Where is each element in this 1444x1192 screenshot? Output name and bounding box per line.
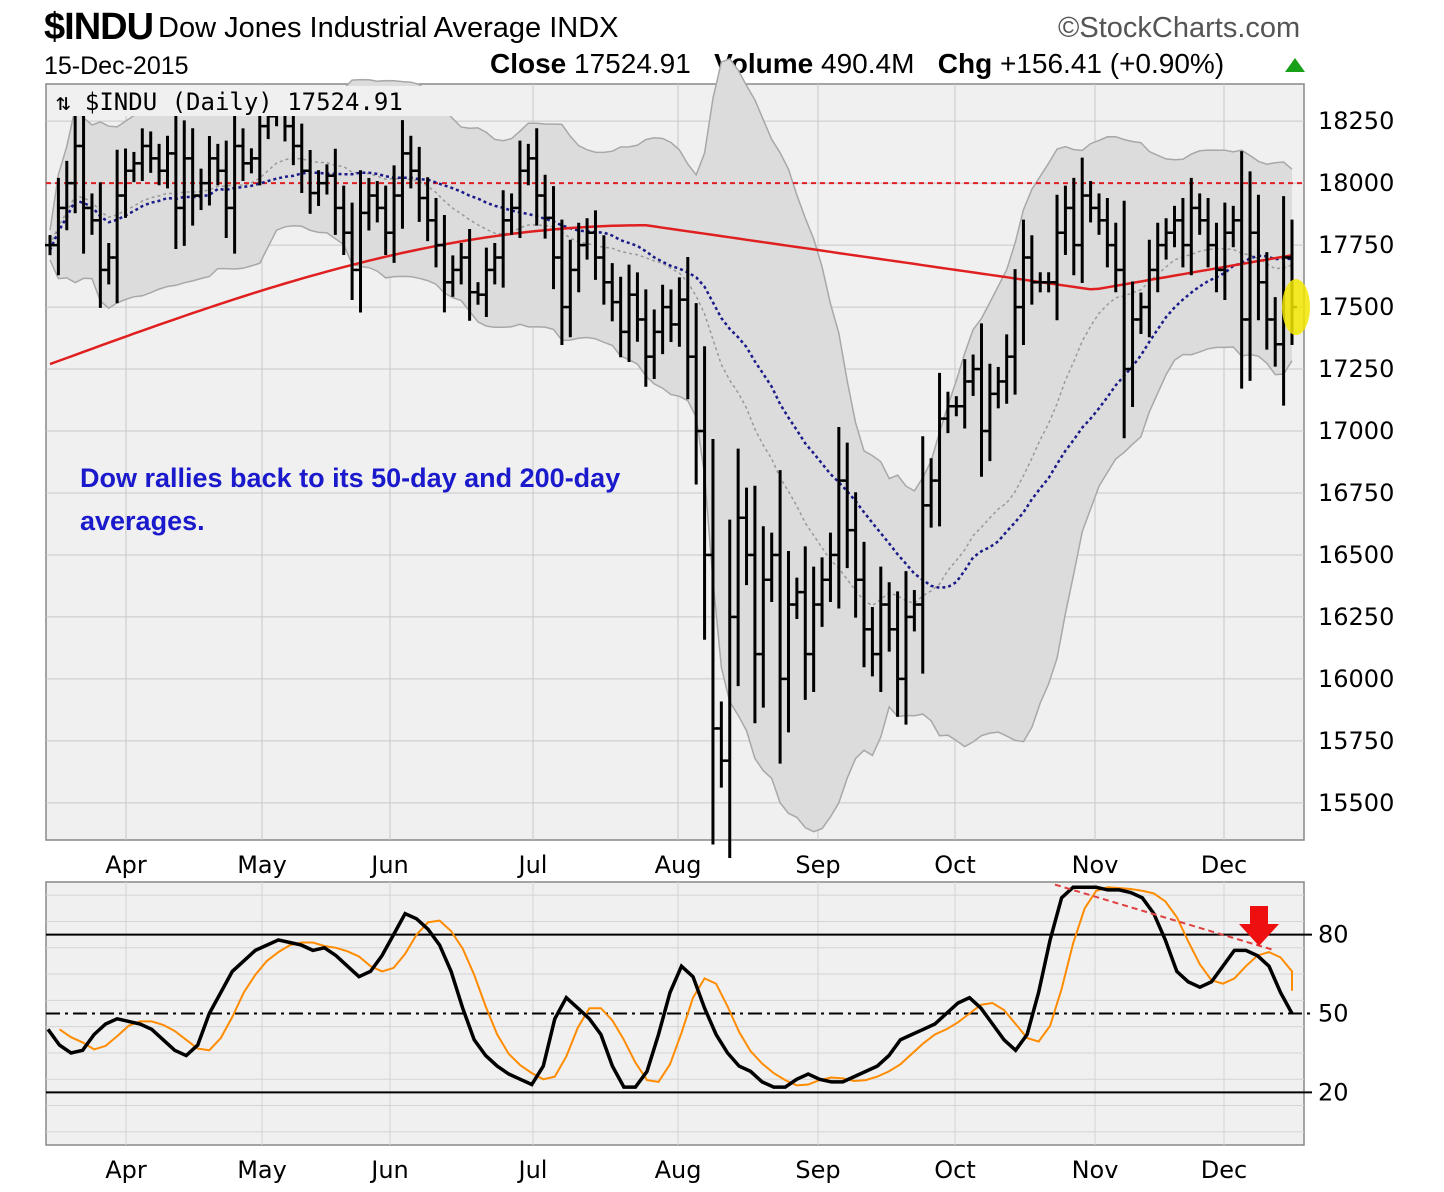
price-tick-label: 17250 <box>1318 355 1394 383</box>
price-tick-label: 17500 <box>1318 293 1394 321</box>
sell-signal-arrow-icon <box>1239 906 1279 946</box>
quote-summary: Close 17524.91 Volume 490.4M Chg +156.41… <box>490 48 1224 80</box>
price-tick-label: 15750 <box>1318 727 1394 755</box>
month-label: Aug <box>655 851 702 879</box>
month-label: Nov <box>1072 851 1119 879</box>
month-label: Sep <box>795 851 840 879</box>
stochastic-tick-label: 50 <box>1318 1000 1349 1028</box>
stochastic-month-label: Sep <box>795 1156 840 1184</box>
brand-name: StockCharts.com <box>1079 12 1301 44</box>
stochastic-month-label: May <box>237 1156 287 1184</box>
price-tick-label: 16250 <box>1318 603 1394 631</box>
bollinger-lower <box>49 224 1293 833</box>
close-value: 17524.91 <box>574 48 691 79</box>
price-tick-label: 15500 <box>1318 789 1394 817</box>
price-tick-label: 18000 <box>1318 169 1394 197</box>
stochastic-month-label: Nov <box>1072 1156 1119 1184</box>
change-label: Chg <box>937 48 993 79</box>
annotation-line-2: averages. <box>80 506 205 536</box>
stochastic-tick-label: 80 <box>1318 921 1349 949</box>
stochastic-fast-line <box>46 885 1294 1089</box>
stochastic-signal-line <box>58 886 1293 1087</box>
stochastic-month-label: Aug <box>655 1156 702 1184</box>
ma200-line <box>49 224 1293 366</box>
price-tick-label: 16000 <box>1318 665 1394 693</box>
price-tick-label: 17750 <box>1318 231 1394 259</box>
stochastic-panel: 20 50 80 Apr May Jun Jul Aug Sep Oct Nov Dec <box>45 881 1349 1184</box>
stochastic-trendline <box>1054 883 1276 952</box>
ohlc-bars <box>45 97 1297 858</box>
quote-date: 15-Dec-2015 <box>44 52 189 80</box>
exchange-label: INDX <box>549 12 619 44</box>
price-tick-label: 17000 <box>1318 417 1394 445</box>
ticker-symbol: $INDU <box>44 6 154 48</box>
last-price-highlight <box>1282 279 1310 336</box>
close-label: Close <box>490 48 567 79</box>
legend-box <box>48 86 458 116</box>
month-label: May <box>237 851 287 879</box>
up-arrow-icon <box>1285 58 1305 72</box>
stochastic-month-label: Apr <box>105 1156 147 1184</box>
stochastic-tick-label: 20 <box>1318 1078 1349 1106</box>
brand-logo: ©StockCharts.com <box>1058 12 1301 44</box>
month-label: Dec <box>1201 851 1247 879</box>
month-label: Apr <box>105 851 147 879</box>
stochastic-month-label: Oct <box>934 1156 976 1184</box>
price-panel: 15500 15750 16000 16250 16500 16750 17000 17250… <box>45 57 1394 879</box>
price-tick-label: 16750 <box>1318 479 1394 507</box>
annotation-line-1: Dow rallies back to its 50-day and 200-d… <box>80 463 620 493</box>
change-value: +156.41 (+0.90%) <box>999 48 1225 79</box>
month-label: Jun <box>369 851 409 879</box>
stochastic-month-label: Jul <box>517 1156 548 1184</box>
security-full-name: Dow Jones Industrial Average <box>158 12 542 44</box>
month-label: Oct <box>934 851 976 879</box>
stochastic-month-label: Dec <box>1201 1156 1247 1184</box>
price-tick-label: 16500 <box>1318 541 1394 569</box>
price-tick-label: 18250 <box>1318 107 1394 135</box>
stochastic-month-label: Jun <box>369 1156 409 1184</box>
security-name: Dow Jones Industrial Average INDX <box>158 12 619 45</box>
ma50-line <box>48 171 1293 590</box>
month-label: Jul <box>517 851 548 879</box>
volume-value: 490.4M <box>821 48 915 79</box>
ma20-line <box>49 157 1293 607</box>
price-legend: ⇅ $INDU (Daily) 17524.91 <box>56 88 403 116</box>
